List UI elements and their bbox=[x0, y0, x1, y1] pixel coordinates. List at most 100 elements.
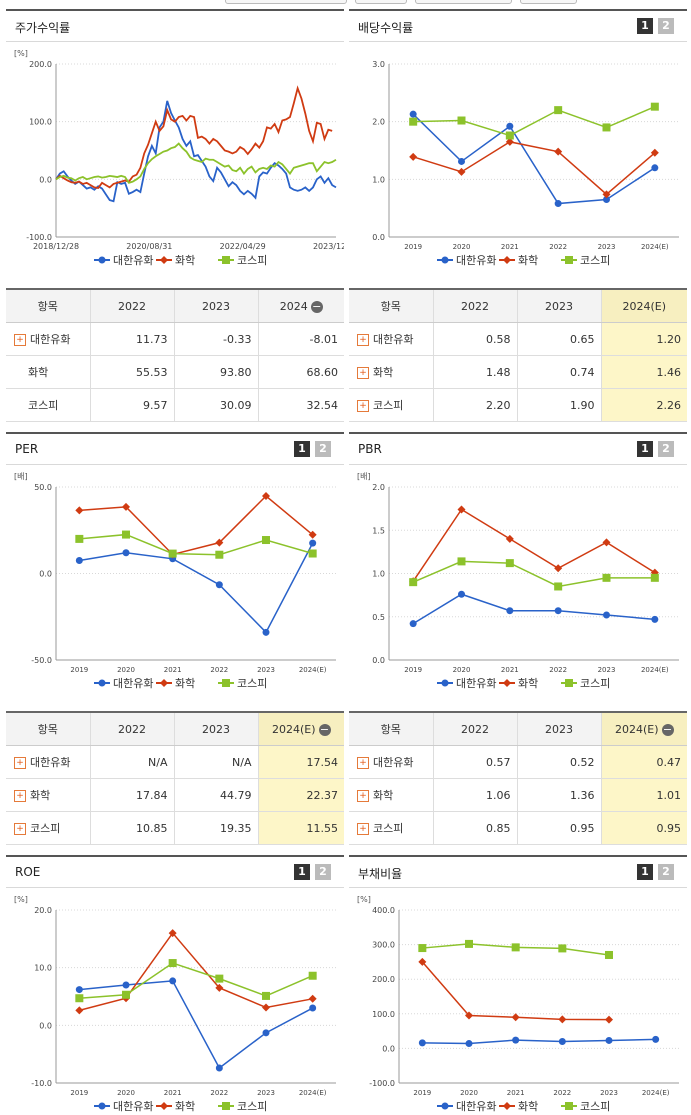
expand-plus-icon[interactable]: + bbox=[14, 790, 26, 802]
table-cell: 0.74 bbox=[516, 355, 601, 389]
data-point bbox=[603, 196, 610, 204]
x-tick-label: 2020 bbox=[117, 1089, 135, 1097]
y-tick-label: -100.0 bbox=[26, 233, 52, 242]
y-tick-label: 50.0 bbox=[34, 483, 52, 492]
panel-header: 부채비율 1 2 bbox=[349, 857, 687, 888]
expand-plus-icon[interactable]: + bbox=[357, 823, 369, 835]
data-point bbox=[651, 164, 659, 172]
column-header-label: 항목 bbox=[380, 723, 401, 736]
x-tick-label: 2020/08/31 bbox=[126, 242, 172, 251]
legend-label: 화학 bbox=[175, 677, 195, 690]
page-1-button[interactable]: 1 bbox=[294, 441, 310, 457]
collapse-icon[interactable]: − bbox=[661, 722, 674, 736]
table-row: + 대한유화 11.73 -0.33 -8.01 bbox=[6, 322, 344, 356]
table-row: + 대한유화 N/A N/A 17.54 bbox=[6, 745, 344, 779]
table-cell: 1.90 bbox=[516, 388, 601, 422]
toolbar-button[interactable] bbox=[415, 0, 512, 4]
toolbar-button[interactable] bbox=[225, 0, 347, 4]
table-cell: 55.53 bbox=[89, 355, 174, 389]
y-tick-label: 0.0 bbox=[39, 570, 52, 579]
table-cell: 0.65 bbox=[516, 322, 601, 356]
expand-plus-icon[interactable]: + bbox=[357, 400, 369, 412]
table-cell: 93.80 bbox=[173, 355, 258, 389]
expand-plus-icon[interactable]: + bbox=[357, 790, 369, 802]
row-label-cell: + 대한유화 bbox=[6, 322, 90, 356]
y-tick-label: 0.0 bbox=[372, 233, 385, 242]
x-tick-label: 2020 bbox=[453, 243, 471, 251]
data-point bbox=[650, 148, 659, 157]
panel-title: PER bbox=[15, 442, 39, 456]
x-tick-label: 2020 bbox=[460, 1089, 478, 1097]
data-point bbox=[457, 116, 466, 125]
data-point bbox=[309, 539, 317, 547]
table-cell: 10.85 bbox=[89, 811, 174, 845]
expand-plus-icon[interactable]: + bbox=[14, 823, 26, 835]
data-point bbox=[409, 117, 418, 126]
legend-label: 코스피 bbox=[237, 677, 267, 690]
data-point bbox=[75, 557, 83, 565]
table-cell: N/A bbox=[173, 745, 258, 779]
expand-plus-icon[interactable]: + bbox=[14, 334, 26, 346]
roe-panel: ROE 1 2 [%] 20.0 10.0 0.0 -10.0 2019 2020 2021 2… bbox=[6, 855, 344, 1113]
toolbar-button[interactable] bbox=[355, 0, 407, 4]
y-tick-label: 200.0 bbox=[372, 975, 395, 984]
table-cell: 0.57 bbox=[432, 745, 517, 779]
expand-plus-icon[interactable]: + bbox=[357, 757, 369, 769]
table-cell: 0.95 bbox=[516, 811, 601, 845]
data-point bbox=[168, 549, 177, 558]
page-2-button[interactable]: 2 bbox=[658, 441, 674, 457]
page-2-button[interactable]: 2 bbox=[658, 18, 674, 34]
column-header: 2024(E) bbox=[600, 288, 687, 323]
x-tick-label: 2023 bbox=[598, 666, 616, 674]
y-tick-label: 0.0 bbox=[39, 175, 52, 184]
column-header-label: 2022 bbox=[461, 722, 489, 736]
table-cell: 0.58 bbox=[432, 322, 517, 356]
page-1-button[interactable]: 1 bbox=[637, 864, 653, 880]
data-point bbox=[168, 929, 177, 938]
y-tick-label: 0.0 bbox=[372, 656, 385, 665]
table-cell: 9.57 bbox=[89, 388, 174, 422]
y-tick-label: 0.0 bbox=[382, 1044, 395, 1053]
page-2-button[interactable]: 2 bbox=[658, 864, 674, 880]
row-label-cell: + 코스피 bbox=[6, 811, 90, 845]
y-unit-label: [배] bbox=[357, 472, 371, 481]
series-line-1 bbox=[421, 961, 610, 1021]
table-cell: 19.35 bbox=[173, 811, 258, 845]
per-table: 항목 2022 2023 2024(E) − + 대한유화 N/A N/A 17.54 + 화학 17.… bbox=[6, 711, 344, 845]
collapse-icon[interactable]: − bbox=[310, 299, 323, 313]
expand-plus-icon[interactable]: + bbox=[357, 334, 369, 346]
data-point bbox=[554, 607, 562, 615]
expand-plus-icon[interactable]: + bbox=[357, 367, 369, 379]
column-header: 2022 bbox=[432, 711, 517, 746]
page-2-button[interactable]: 2 bbox=[315, 864, 331, 880]
row-label-cell: + 코스피 bbox=[349, 388, 433, 422]
data-point bbox=[409, 110, 417, 118]
x-tick-label: 2019 bbox=[404, 243, 422, 251]
toolbar-button[interactable] bbox=[520, 0, 577, 4]
table-cell: 1.36 bbox=[516, 778, 601, 812]
x-tick-label: 2024(E) bbox=[641, 666, 669, 674]
series-line-1 bbox=[412, 141, 656, 196]
expand-plus-icon[interactable]: + bbox=[14, 757, 26, 769]
table-cell: 22.37 bbox=[257, 778, 344, 812]
legend-marker bbox=[503, 1102, 511, 1110]
data-point bbox=[465, 939, 473, 948]
data-point bbox=[215, 538, 224, 547]
dividend-yield-chart: 3.0 2.0 1.0 0.0 2019 2020 2021 2022 2023 2024(E) 대… bbox=[372, 60, 679, 267]
page-1-button[interactable]: 1 bbox=[637, 18, 653, 34]
page-1-button[interactable]: 1 bbox=[637, 441, 653, 457]
row-label: 코스피 bbox=[373, 822, 404, 835]
y-tick-label: 10.0 bbox=[34, 964, 52, 973]
row-label: 화학 bbox=[28, 366, 49, 379]
column-header: 항목 bbox=[6, 711, 90, 746]
row-label: 대한유화 bbox=[373, 756, 414, 769]
data-point bbox=[409, 152, 418, 161]
collapse-icon[interactable]: − bbox=[318, 722, 331, 736]
panel-title: ROE bbox=[15, 865, 41, 879]
page-1-button[interactable]: 1 bbox=[294, 864, 310, 880]
data-point bbox=[75, 506, 84, 515]
page-2-button[interactable]: 2 bbox=[315, 441, 331, 457]
column-header-label: 항목 bbox=[37, 723, 58, 736]
table-cell: 17.84 bbox=[89, 778, 174, 812]
column-header-label: 항목 bbox=[380, 300, 401, 313]
